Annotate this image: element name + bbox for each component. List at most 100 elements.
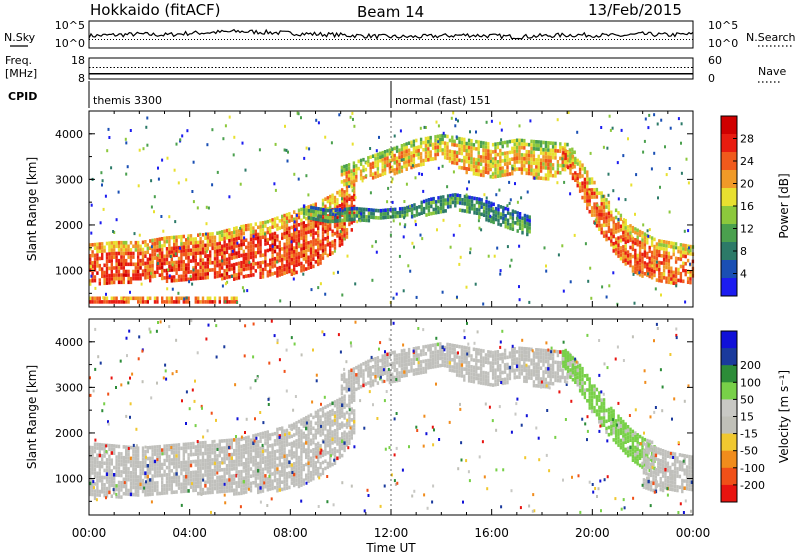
power-cell [586, 181, 589, 185]
power-cell [542, 151, 545, 156]
power-cell [127, 280, 130, 285]
power-cell [134, 244, 137, 249]
power-cell [273, 246, 277, 250]
power-cell [271, 236, 274, 240]
power-cell [456, 200, 459, 205]
power-cell [314, 202, 317, 207]
velocity-cell [350, 436, 353, 440]
velocity-cell [206, 465, 209, 470]
velocity-cell [400, 352, 404, 357]
power-speckle [654, 287, 657, 291]
power-cell [105, 277, 109, 282]
power-cell [658, 239, 661, 243]
power-cell [257, 243, 260, 248]
velocity-cell [216, 454, 219, 458]
power-cell [449, 201, 452, 205]
power-cell [103, 245, 106, 250]
power-cell [485, 203, 488, 208]
power-cell [602, 209, 606, 213]
power-cell [285, 212, 289, 217]
power-cell [473, 203, 476, 208]
velocity-cell [110, 458, 113, 462]
power-cell [134, 296, 137, 301]
velocity-cell [146, 471, 149, 475]
power-cell [434, 156, 437, 161]
velocity-cell [122, 491, 125, 496]
velocity-cell [266, 451, 269, 456]
power-cell [173, 268, 176, 272]
power-speckle [107, 127, 110, 131]
power-cell [376, 152, 380, 157]
power-cell [288, 230, 291, 234]
power-cell [622, 219, 625, 224]
velocity-cell [139, 482, 142, 487]
velocity-cell [405, 369, 408, 374]
power-cell [391, 169, 394, 173]
power-speckle [231, 249, 234, 253]
power-cell [288, 219, 291, 223]
power-cell [305, 227, 308, 232]
power-cell [252, 251, 255, 256]
power-cell [650, 275, 654, 280]
power-cell [419, 141, 423, 145]
power-cell [201, 233, 205, 237]
velocity-cell [257, 483, 260, 487]
velocity-cell [305, 441, 308, 445]
power-cell [383, 164, 387, 168]
velocity-cell [297, 455, 301, 460]
power-speckle [465, 285, 468, 289]
power-cell [496, 174, 500, 178]
power-cell [314, 213, 317, 217]
power-speckle [110, 166, 113, 170]
power-cell [300, 254, 303, 259]
velocity-cell [393, 379, 396, 383]
velocity-cell [223, 471, 226, 475]
power-cell [168, 261, 171, 265]
power-cell [269, 244, 272, 248]
velocity-cell [403, 348, 406, 353]
power-speckle [656, 122, 659, 126]
power-cell [586, 184, 589, 189]
power-cell [206, 268, 209, 273]
velocity-cell [307, 475, 310, 480]
velocity-cell [204, 444, 207, 448]
velocity-cell [254, 433, 257, 438]
power-speckle [489, 214, 492, 218]
power-cell [321, 227, 325, 232]
velocity-cell [307, 432, 310, 437]
power-speckle [608, 114, 611, 118]
velocity-cell [338, 455, 341, 459]
velocity-cell [134, 493, 137, 497]
power-cell [413, 206, 416, 211]
power-cell [293, 246, 296, 250]
power-cell [237, 229, 241, 233]
power-cell [427, 143, 430, 148]
power-cell [494, 142, 497, 146]
velocity-cell [264, 430, 267, 435]
velocity-cell [216, 468, 219, 473]
power-cell [309, 251, 313, 255]
power-cell [376, 163, 380, 168]
velocity-cell [343, 423, 346, 427]
velocity-cell [125, 470, 128, 475]
power-cell [146, 268, 149, 272]
power-cell [581, 188, 584, 193]
power-cell [141, 240, 145, 245]
power-cell [197, 273, 200, 277]
velocity-cell [340, 384, 344, 389]
power-cell [660, 275, 663, 280]
power-cell [667, 262, 671, 267]
power-cell [144, 265, 147, 269]
power-cell [374, 175, 377, 179]
velocity-cell [300, 436, 303, 441]
power-cell [319, 261, 322, 265]
velocity-cell [218, 475, 221, 479]
velocity-cell [242, 436, 245, 441]
power-cell [424, 144, 428, 148]
power-speckle [557, 253, 560, 257]
velocity-cell [278, 448, 281, 453]
power-cell [631, 236, 635, 241]
power-cell [460, 148, 464, 152]
power-cell [252, 273, 255, 277]
power-cell [586, 170, 589, 174]
